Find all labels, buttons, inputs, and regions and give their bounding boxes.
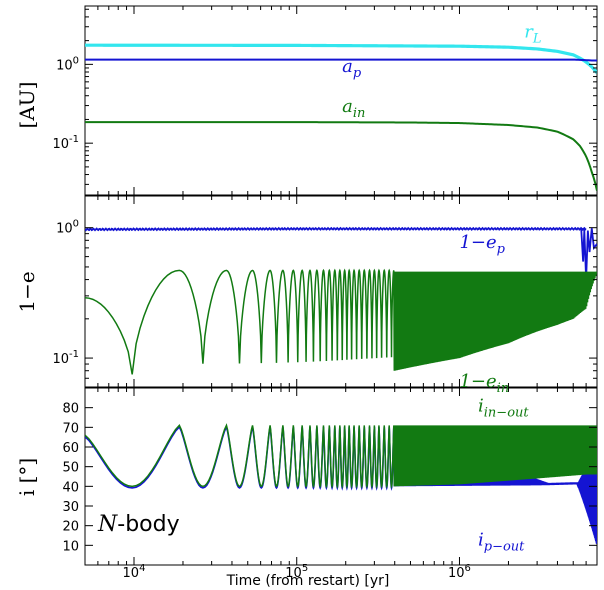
nbody-label: N-body bbox=[97, 512, 180, 537]
ytick-bottom-7: 80 bbox=[62, 402, 79, 417]
ytick-bottom-4: 50 bbox=[62, 461, 79, 476]
line-1-e-in bbox=[85, 268, 597, 375]
ytick-bottom-2: 30 bbox=[62, 500, 79, 515]
ytick-middle-0: 10-1 bbox=[52, 349, 79, 367]
panel-middle-frame bbox=[84, 195, 598, 388]
ytick-bottom-1: 20 bbox=[62, 520, 79, 535]
label-r-l: rL bbox=[524, 21, 541, 46]
ytick-top-1: 100 bbox=[56, 55, 79, 73]
nbody-label-suffix: -body bbox=[117, 512, 179, 537]
line-1-e-p bbox=[85, 226, 597, 280]
panel-bottom bbox=[85, 423, 597, 544]
line-r-L bbox=[85, 43, 597, 74]
panel-middle bbox=[85, 226, 597, 375]
label-1-e-in: 1−ein bbox=[459, 371, 509, 396]
line-a-p bbox=[85, 58, 597, 62]
label-i-in-out: iin−out bbox=[478, 396, 529, 421]
ytick-bottom-0: 10 bbox=[62, 539, 79, 554]
ytick-bottom-3: 40 bbox=[62, 480, 79, 495]
ytick-middle-1: 100 bbox=[56, 219, 79, 237]
ylabel-middle: 1−e bbox=[15, 271, 39, 312]
xtick-label-2: 106 bbox=[448, 563, 471, 581]
label-a-in: ain bbox=[342, 96, 365, 121]
xlabel: Time (from restart) [yr] bbox=[226, 573, 390, 589]
xtick-label-0: 104 bbox=[123, 563, 146, 581]
label-i-p-out: ip−out bbox=[478, 529, 525, 554]
nbody-label-prefix: N bbox=[97, 512, 118, 537]
label-a-p: ap bbox=[342, 56, 362, 81]
panel-top-frame bbox=[84, 5, 598, 196]
panel-top bbox=[85, 43, 597, 191]
label-1-e-p: 1−ep bbox=[459, 232, 505, 257]
axis-ticks: 104 105 106 10-1 100 10-1 100 10 20 30 40 50 60 70 80 bbox=[52, 6, 598, 581]
ytick-bottom-5: 60 bbox=[62, 441, 79, 456]
ytick-bottom-6: 70 bbox=[62, 421, 79, 436]
line-i-in-out bbox=[85, 423, 597, 490]
ylabel-top: [AU] bbox=[15, 82, 39, 129]
ylabel-bottom: i [°] bbox=[15, 458, 39, 496]
xtick-label-1: 105 bbox=[285, 563, 308, 581]
ytick-top-0: 10-1 bbox=[52, 134, 79, 152]
line-a-in bbox=[85, 121, 597, 191]
